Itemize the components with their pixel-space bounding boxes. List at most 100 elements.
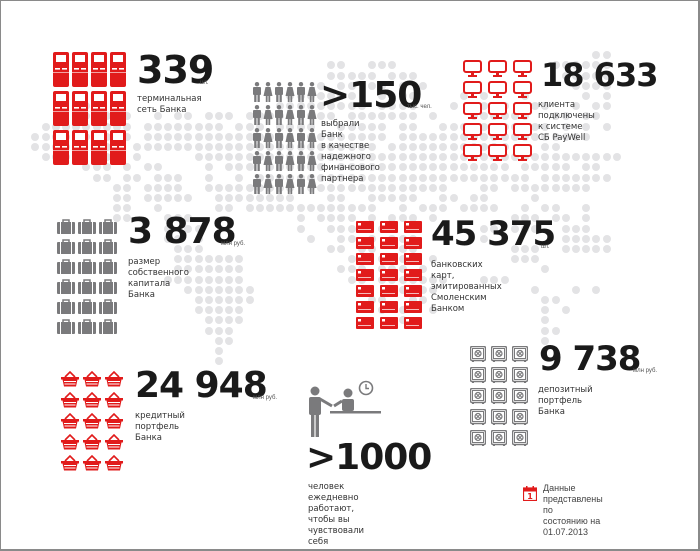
map-dot [480, 122, 489, 131]
map-dot [510, 214, 519, 223]
map-dot [582, 224, 591, 233]
map-dot [521, 204, 529, 213]
bank-card-icon [380, 269, 398, 281]
briefcase-icon [99, 279, 117, 294]
map-dot [327, 71, 336, 80]
map-dot [480, 153, 489, 162]
map-dot [368, 214, 376, 223]
map-dot [490, 132, 499, 141]
monitor-icon [463, 102, 482, 120]
map-dot [102, 173, 111, 182]
atm-terminal-icon [53, 91, 69, 126]
map-dot [388, 143, 397, 151]
map-dot [541, 316, 550, 325]
map-dot [439, 194, 448, 202]
stat-desc-capital: размер собственного капитала Банка [128, 257, 189, 300]
map-dot [561, 214, 570, 223]
map-dot [41, 132, 50, 141]
map-dot [174, 245, 183, 253]
map-dot [92, 163, 101, 172]
map-dot [561, 173, 570, 182]
map-dot [347, 173, 356, 182]
basket-icon [61, 413, 79, 429]
person-icon [263, 82, 273, 102]
map-dot [194, 132, 203, 141]
map-dot [572, 234, 580, 243]
briefcase-icon [99, 259, 117, 274]
monitor-icon [488, 81, 507, 99]
atm-terminal-icon [72, 130, 88, 165]
map-dot [204, 112, 213, 121]
person-icon [307, 105, 317, 125]
safe-icon [491, 388, 507, 404]
map-dot [327, 143, 336, 151]
map-dot [378, 112, 387, 121]
map-dot [368, 245, 376, 253]
map-dot [204, 265, 213, 274]
map-dot [215, 296, 223, 304]
map-dot [133, 153, 142, 162]
briefcase-icon [57, 239, 75, 254]
map-dot [521, 132, 529, 141]
map-dot [327, 92, 336, 100]
briefcase-icon [78, 239, 96, 254]
map-dot [541, 326, 550, 335]
map-dot [184, 112, 193, 121]
map-dot [337, 183, 346, 192]
map-dot [235, 194, 244, 202]
stat-desc-clients: выбрали Банк в качестве надежного финанс… [321, 119, 380, 184]
map-dot [62, 122, 70, 131]
map-dot [398, 306, 407, 315]
map-dot [245, 194, 254, 202]
person-icon [274, 128, 284, 148]
map-dot [592, 234, 601, 243]
footnote-text: Данные представлены по состоянию на 01.0… [543, 483, 603, 537]
map-dot [602, 92, 611, 100]
map-dot [510, 173, 519, 182]
map-dot [225, 132, 234, 141]
bank-card-icon [380, 253, 398, 265]
map-dot [561, 61, 570, 70]
map-dot [337, 173, 346, 182]
map-dot [500, 173, 509, 182]
map-dot [582, 173, 591, 182]
map-dot [521, 183, 529, 192]
map-dot [398, 234, 407, 243]
map-dot [123, 183, 132, 192]
map-dot [357, 163, 366, 172]
map-dot [337, 234, 346, 243]
monitor-icon [488, 144, 507, 162]
map-dot [398, 214, 407, 223]
map-dot [378, 102, 387, 111]
map-dot [357, 204, 366, 213]
map-dot [337, 143, 346, 151]
map-dot [204, 326, 213, 335]
map-dot [153, 112, 162, 121]
map-dot [327, 224, 336, 233]
basket-icon [61, 371, 79, 387]
map-dot [551, 173, 560, 182]
monitor-icon [463, 60, 482, 78]
map-dot [337, 204, 346, 213]
stat-unit-cards: шт. [541, 244, 550, 250]
map-dot [347, 204, 356, 213]
map-dot [164, 234, 172, 243]
map-dot [174, 143, 183, 151]
map-dot [521, 224, 529, 233]
map-dot [235, 296, 244, 304]
map-dot [572, 224, 580, 233]
map-dot [521, 163, 529, 172]
map-dot [480, 92, 489, 100]
map-dot [572, 153, 580, 162]
map-dot [521, 245, 529, 253]
map-dot [194, 153, 203, 162]
stat-desc-credit: кредитный портфель Банка [135, 411, 185, 443]
map-dot [592, 245, 601, 253]
map-dot [347, 81, 356, 90]
map-dot [521, 214, 529, 223]
map-dot [398, 275, 407, 284]
person-icon [285, 82, 295, 102]
map-dot [439, 122, 448, 131]
map-dot [225, 204, 234, 213]
bank-card-icon [356, 253, 374, 265]
